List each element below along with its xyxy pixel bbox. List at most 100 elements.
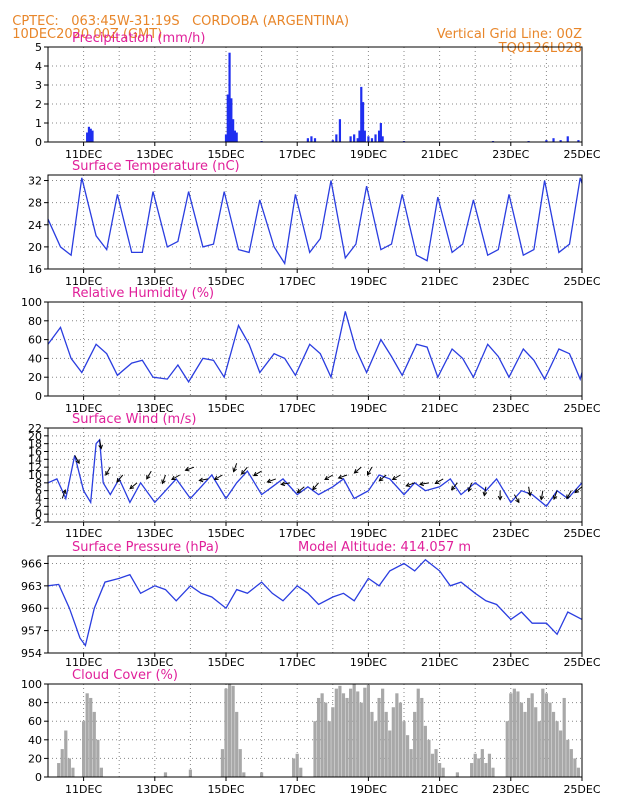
cloud-bar (299, 767, 303, 777)
x-tick-label: 11DEC (65, 148, 102, 161)
cloud-bar (67, 758, 71, 777)
wind-arrow-head (252, 471, 258, 477)
cloud-bar (352, 684, 356, 777)
wind-arrow-head (61, 489, 67, 495)
cloud-bar (484, 763, 488, 777)
x-tick-label: 13DEC (136, 783, 173, 796)
cloud-bar (430, 753, 435, 777)
wind-arrow-shaft (267, 478, 277, 483)
wind-arrow-shaft (105, 466, 111, 476)
y-tick-label: 2 (35, 500, 42, 513)
series-line (47, 177, 583, 266)
wind-arrow-head (450, 485, 456, 491)
wind-arrow-head (98, 444, 103, 450)
y-tick-label: 20 (28, 241, 42, 254)
y-tick-label: 0 (35, 390, 42, 403)
y-tick-label: 16 (28, 263, 42, 276)
precip-bar (559, 140, 562, 142)
cloud-bar (473, 753, 477, 777)
y-tick-label: 0 (35, 136, 42, 149)
x-tick-label: 23DEC (492, 275, 529, 288)
precip-bar (379, 123, 382, 142)
cloud-bar (99, 767, 103, 777)
header-coords: 063:45W-31:19S (71, 14, 180, 29)
cloud-bar (71, 767, 75, 777)
y-tick-label: 8 (35, 477, 42, 490)
x-tick-label: 17DEC (279, 402, 316, 415)
wind-arrow-head (198, 477, 204, 483)
y-tick-label: 4 (35, 493, 42, 506)
wind-arrow (527, 486, 532, 497)
wind-arrow-head (366, 470, 372, 476)
precip-bar (363, 130, 366, 142)
wind-arrow-shaft (378, 474, 387, 482)
panel-title: Relative Humidity (%) (72, 286, 214, 301)
y-tick-label: 16 (28, 446, 42, 459)
x-tick-label: 13DEC (136, 148, 173, 161)
wind-arrow-shaft (483, 486, 487, 496)
wind-arrow (574, 486, 583, 494)
wind-arrow (129, 482, 138, 490)
cloud-bar (324, 702, 328, 777)
wind-arrow (353, 466, 362, 474)
wind-arrow (213, 474, 223, 481)
wind-arrow-shaft (253, 470, 262, 477)
wind-arrow-shaft (419, 482, 430, 485)
y-tick-label: 960 (21, 602, 42, 615)
cloud-bar (427, 739, 431, 777)
cloud-bar (370, 711, 374, 777)
panel-frame (47, 555, 583, 654)
wind-arrow-shaft (451, 482, 458, 491)
wind-arrow-shaft (354, 466, 362, 474)
cloud-bar (64, 730, 68, 777)
x-tick-label: 17DEC (279, 783, 316, 796)
series-line (47, 558, 583, 648)
wind-arrow-shaft (566, 490, 572, 499)
y-tick-label: 966 (21, 557, 42, 570)
wind-arrow-shaft (574, 486, 583, 493)
x-tick-label: 15DEC (207, 783, 244, 796)
y-tick-label: 4 (35, 60, 42, 73)
cloud-bar (60, 749, 64, 777)
wind-arrow-shaft (61, 489, 66, 499)
x-tick-label: 25DEC (563, 402, 600, 415)
wind-arrow (467, 482, 473, 493)
header-source: CPTEC: (12, 14, 59, 29)
y-tick-label: 1 (35, 117, 42, 130)
wind-arrow-head (419, 481, 425, 487)
precip-bar (331, 140, 334, 142)
wind-arrow-head (337, 474, 343, 480)
wind-arrow-head (324, 475, 330, 481)
precip-bar (353, 134, 356, 142)
cloud-bar (331, 707, 335, 777)
wind-arrow (280, 481, 291, 487)
precip-bar (338, 119, 342, 142)
wind-arrow-shaft (468, 482, 473, 492)
cloud-bar (516, 691, 520, 777)
x-tick-label: 17DEC (279, 148, 316, 161)
cloud-bar (409, 749, 413, 777)
cloud-bar (420, 697, 424, 777)
x-tick-label: 11DEC (65, 275, 102, 288)
precip-bar (335, 134, 338, 142)
cloud-bar (541, 688, 545, 777)
x-tick-label: 15DEC (207, 275, 244, 288)
cloud-bar (434, 749, 438, 777)
wind-arrow (552, 490, 558, 501)
y-tick-label: 60 (28, 715, 42, 728)
y-tick-label: 0 (35, 508, 42, 521)
cloud-bar (227, 684, 232, 777)
cloud-bar (519, 702, 524, 777)
wind-arrow (450, 482, 458, 491)
y-tick-label: 5 (35, 41, 42, 54)
wind-arrow (419, 481, 430, 487)
wind-arrow-shaft (435, 478, 444, 484)
wind-arrow (98, 439, 103, 450)
x-tick-label: 11DEC (65, 783, 102, 796)
cloud-bar (566, 739, 570, 777)
cloud-bar (423, 725, 427, 777)
wind-arrow-head (146, 474, 151, 480)
cloud-bar (509, 693, 513, 777)
header-station: CORDOBA (ARGENTINA) (192, 14, 350, 29)
